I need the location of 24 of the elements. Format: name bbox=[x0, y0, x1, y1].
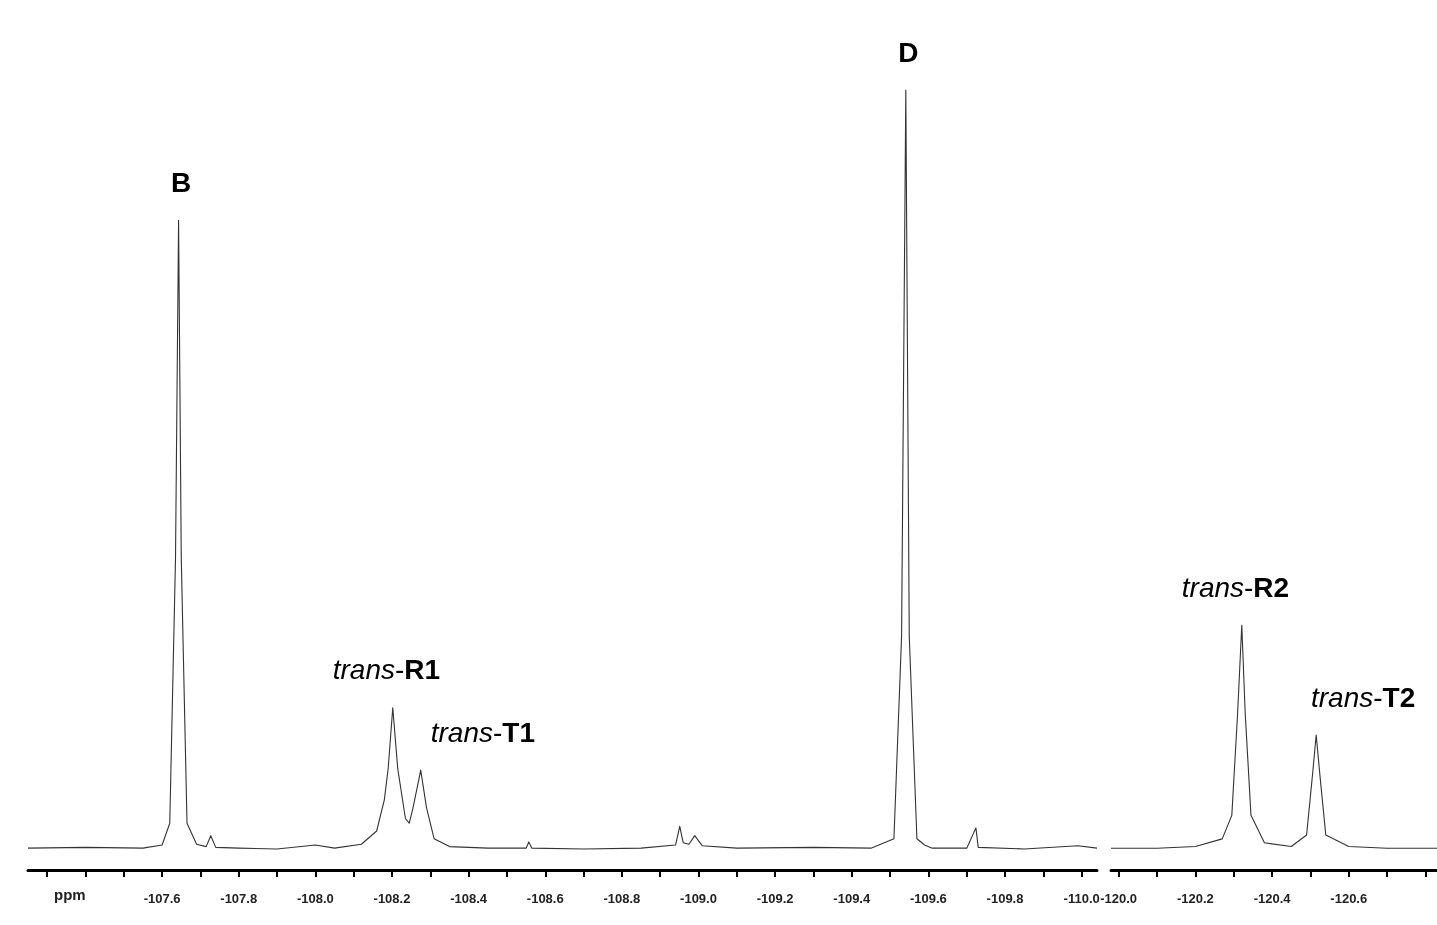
annotation: D bbox=[898, 36, 919, 68]
x-tick-label: -109.8 bbox=[986, 891, 1024, 906]
x-tick-label: -107.8 bbox=[220, 891, 258, 906]
x-tick-label: -110.0 bbox=[1063, 891, 1100, 906]
x-tick-label: -108.0 bbox=[296, 891, 334, 906]
x-tick-label: -108.6 bbox=[526, 891, 564, 906]
annotation: B bbox=[171, 166, 192, 198]
x-axis-title: ppm bbox=[54, 885, 86, 903]
x-tick-label: -120.6 bbox=[1330, 891, 1368, 906]
x-tick-label: -120.2 bbox=[1176, 891, 1214, 906]
x-tick-label: -120.4 bbox=[1253, 891, 1292, 906]
x-tick-label: -109.2 bbox=[756, 891, 794, 906]
x-tick-label: -108.2 bbox=[373, 891, 411, 906]
x-tick-label: -120.0 bbox=[1100, 891, 1138, 906]
annotation: trans-T2 bbox=[1311, 681, 1416, 713]
x-tick-label: -108.8 bbox=[603, 891, 641, 906]
annotation: trans-R1 bbox=[332, 654, 441, 686]
x-tick-label: -108.4 bbox=[450, 891, 488, 906]
annotation: trans-T1 bbox=[430, 716, 535, 748]
x-tick-label: -109.4 bbox=[833, 891, 871, 906]
x-tick-label: -109.0 bbox=[680, 891, 717, 906]
x-tick-label: -109.6 bbox=[909, 891, 947, 906]
x-tick-label: -107.6 bbox=[143, 891, 181, 906]
annotation: trans-R2 bbox=[1181, 571, 1290, 603]
